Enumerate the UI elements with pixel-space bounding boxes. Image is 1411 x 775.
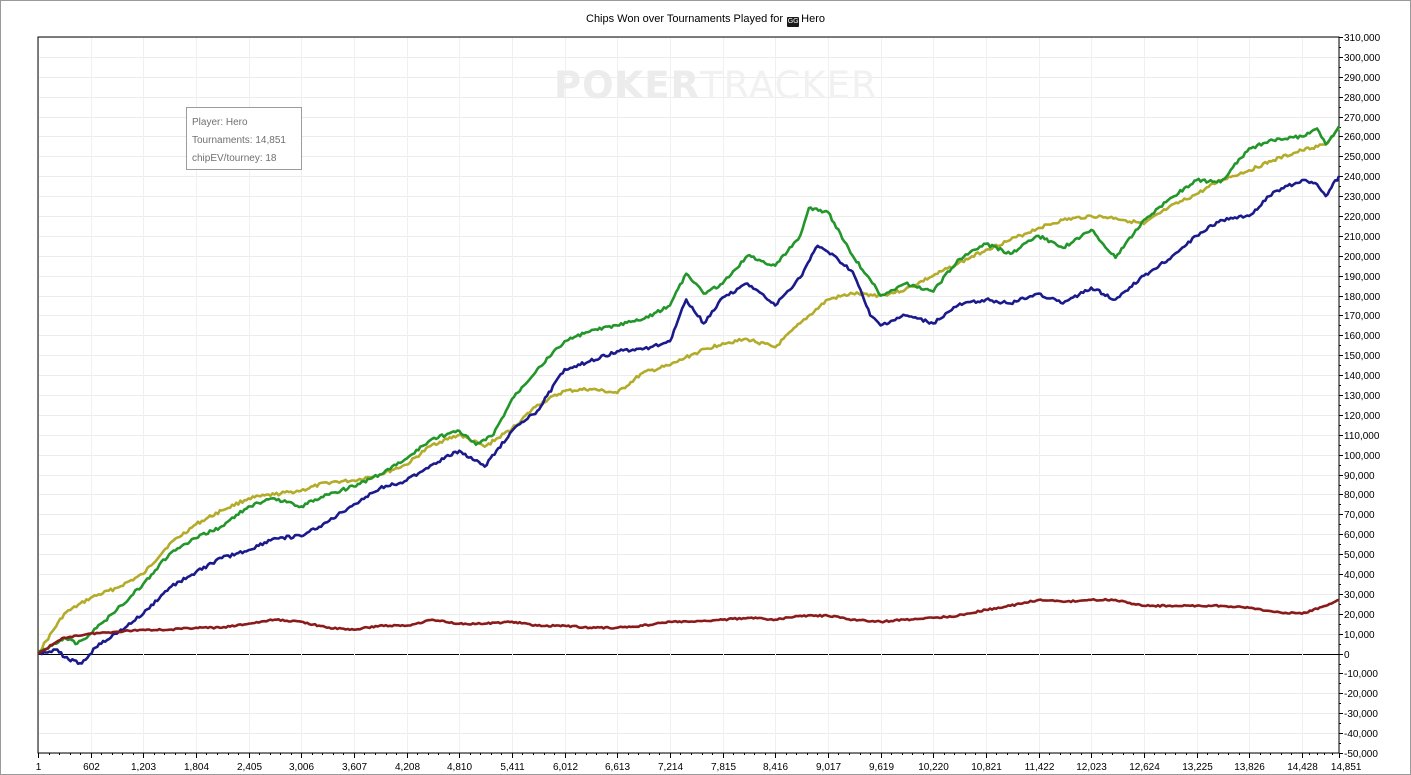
y-tick-label: 130,000 xyxy=(1344,391,1381,402)
x-tick-label: 9,619 xyxy=(869,762,894,773)
y-tick-label: 140,000 xyxy=(1344,371,1381,382)
series-lines xyxy=(36,125,1341,665)
grid xyxy=(38,37,1340,754)
x-tick-label: 3,607 xyxy=(342,762,367,773)
y-tick-label: 100,000 xyxy=(1344,451,1381,462)
x-tick-label: 13,225 xyxy=(1182,762,1213,773)
y-tick-label: 260,000 xyxy=(1344,132,1381,143)
y-tick-label: 180,000 xyxy=(1344,292,1381,303)
y-tick-label: 70,000 xyxy=(1344,510,1375,521)
x-tick-label: 4,810 xyxy=(447,762,472,773)
x-tick-label: 12,624 xyxy=(1129,762,1160,773)
x-tick-label: 3,006 xyxy=(289,762,314,773)
y-tick-label: 290,000 xyxy=(1344,73,1381,84)
y-tick-label: 160,000 xyxy=(1344,331,1381,342)
x-tick-label: 4,208 xyxy=(395,762,420,773)
chart-title-player: Hero xyxy=(801,13,825,25)
y-tick-label: 110,000 xyxy=(1344,431,1380,442)
series-line-4[interactable] xyxy=(37,597,1340,655)
y-tick-label: 250,000 xyxy=(1344,152,1381,163)
watermark-part-2: TRACKER xyxy=(700,64,878,107)
y-tick-label: 240,000 xyxy=(1344,172,1381,183)
chart-title-text: Chips Won over Tournaments Played for xyxy=(586,13,784,25)
y-tick-label: 60,000 xyxy=(1344,530,1375,541)
y-tick-label: 150,000 xyxy=(1344,351,1381,362)
x-tick-label: 6,613 xyxy=(605,762,630,773)
series-line-3[interactable] xyxy=(37,175,1341,665)
y-tick-label: 270,000 xyxy=(1344,113,1381,124)
x-tick-label: 7,815 xyxy=(711,762,736,773)
y-tick-label: 50,000 xyxy=(1344,550,1375,561)
y-tick-label: 80,000 xyxy=(1344,490,1375,501)
x-tick-label: 602 xyxy=(83,762,100,773)
tooltip-player: Player: Hero xyxy=(192,117,248,128)
series-line-2[interactable] xyxy=(36,125,1341,655)
y-tick-label: 40,000 xyxy=(1344,570,1375,581)
x-tick-label: 5,411 xyxy=(500,762,525,773)
x-tick-label: 10,220 xyxy=(918,762,949,773)
x-tick-label: 7,214 xyxy=(658,762,683,773)
y-tick-label: 280,000 xyxy=(1344,93,1381,104)
x-tick-label: 1,804 xyxy=(184,762,209,773)
pokertracker-watermark: POKERTRACKER xyxy=(554,64,878,107)
x-tick-label: 14,851 xyxy=(1331,762,1362,773)
axes: -50,000 -40,000 -30,000 -20,000 -10,000 0 10,0… xyxy=(36,33,1381,773)
y-tick-label: -10,000 xyxy=(1344,669,1378,680)
y-tick-label: 170,000 xyxy=(1344,311,1381,322)
y-tick-label: -50,000 xyxy=(1344,749,1378,760)
y-tick-label: -20,000 xyxy=(1344,689,1378,700)
chart-title: Chips Won over Tournaments Played for GG… xyxy=(0,13,1411,27)
y-tick-label: -40,000 xyxy=(1344,729,1378,740)
x-tick-label: 8,416 xyxy=(763,762,788,773)
x-tick-label: 1 xyxy=(36,762,42,773)
x-tick-label: 11,422 xyxy=(1025,762,1055,773)
y-tick-label: 0 xyxy=(1344,650,1350,661)
tooltip-chipev: chipEV/tourney: 18 xyxy=(192,153,277,164)
y-tick-label: 20,000 xyxy=(1344,610,1375,621)
x-tick-label: 14,428 xyxy=(1287,762,1318,773)
x-tick-label: 2,405 xyxy=(237,762,262,773)
y-tick-label: 310,000 xyxy=(1344,33,1381,44)
series-line-1[interactable] xyxy=(37,127,1340,655)
x-tick-label: 1,203 xyxy=(131,762,156,773)
y-tick-label: 220,000 xyxy=(1344,212,1381,223)
x-tick-label: 6,012 xyxy=(553,762,578,773)
y-tick-label: 200,000 xyxy=(1344,252,1381,263)
y-tick-label: 90,000 xyxy=(1344,471,1375,482)
y-tick-label: 190,000 xyxy=(1344,272,1381,283)
watermark-part-1: POKER xyxy=(554,64,701,107)
y-tick-label: 30,000 xyxy=(1344,590,1375,601)
x-tick-label: 9,017 xyxy=(816,762,841,773)
y-tick-label: -30,000 xyxy=(1344,709,1378,720)
stats-tooltip: Player: Hero Tournaments: 14,851 chipEV/… xyxy=(186,107,302,170)
x-tick-label: 13,826 xyxy=(1234,762,1265,773)
y-tick-label: 230,000 xyxy=(1344,192,1381,203)
y-tick-label: 10,000 xyxy=(1344,630,1375,641)
x-tick-label: 10,821 xyxy=(971,762,1002,773)
tooltip-tournaments: Tournaments: 14,851 xyxy=(192,135,286,146)
y-tick-label: 210,000 xyxy=(1344,232,1381,243)
y-tick-label: 120,000 xyxy=(1344,411,1381,422)
x-tick-label: 12,023 xyxy=(1076,762,1107,773)
player-site-icon: GG xyxy=(787,17,800,27)
y-tick-label: 300,000 xyxy=(1344,53,1381,64)
